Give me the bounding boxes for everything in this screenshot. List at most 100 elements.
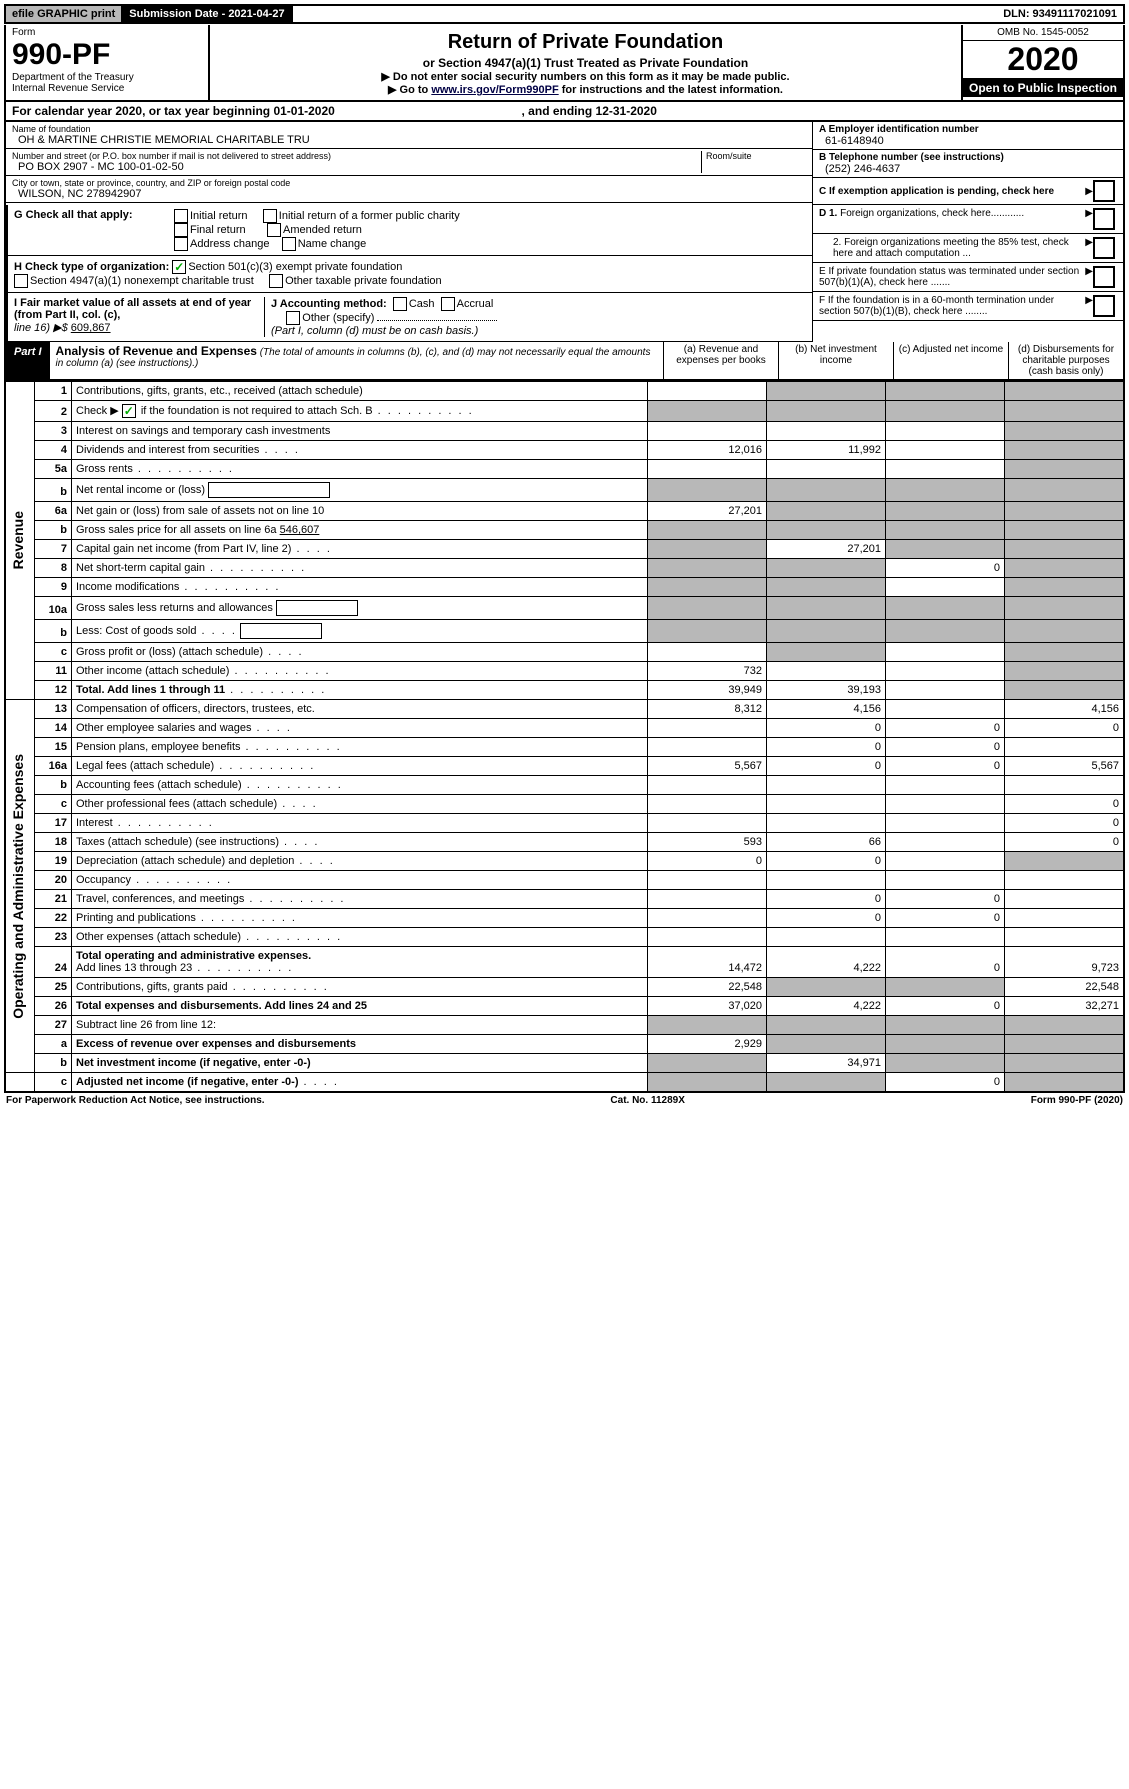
table-row: 14Other employee salaries and wages000 [5,719,1124,738]
ein-value: 61-6148940 [819,135,1117,147]
instruct-1: ▶ Do not enter social security numbers o… [214,70,957,83]
revenue-label: Revenue [10,511,26,569]
instruct-2b: for instructions and the latest informat… [562,84,783,96]
foundation-addr: PO BOX 2907 - MC 100-01-02-50 [12,161,701,173]
col-a: (a) Revenue and expenses per books [663,342,778,379]
table-row: bGross sales price for all assets on lin… [5,521,1124,540]
tax-year: 2020 [963,41,1123,79]
d2: 2. Foreign organizations meeting the 85%… [819,237,1085,259]
table-row: bNet rental income or (loss) [5,479,1124,502]
table-row: 11Other income (attach schedule)732 [5,662,1124,681]
i-label: I Fair market value of all assets at end… [14,297,251,321]
phone-value: (252) 246-4637 [819,163,1117,175]
top-bar: efile GRAPHIC print Submission Date - 20… [4,4,1125,24]
efile-label: efile GRAPHIC print [6,6,123,22]
table-row: 5aGross rents [5,460,1124,479]
dln: DLN: 93491117021091 [997,6,1123,22]
cb-sch-b[interactable]: ✓ [122,404,136,418]
cb-other-tax[interactable] [269,274,283,288]
phone-label: B Telephone number (see instructions) [819,152,1117,163]
g-label: G Check all that apply: [14,209,174,221]
open-public: Open to Public Inspection [963,79,1123,97]
foundation-info: Name of foundation OH & MARTINE CHRISTIE… [4,122,1125,205]
form-link[interactable]: www.irs.gov/Form990PF [431,84,558,96]
table-row: 3Interest on savings and temporary cash … [5,422,1124,441]
city-label: City or town, state or province, country… [12,178,806,188]
table-row: 23Other expenses (attach schedule) [5,928,1124,947]
table-row: 21Travel, conferences, and meetings00 [5,890,1124,909]
table-row: aExcess of revenue over expenses and dis… [5,1035,1124,1054]
cb-f[interactable] [1093,295,1115,317]
cb-name[interactable] [282,237,296,251]
footer-right: Form 990-PF (2020) [1031,1095,1123,1106]
table-row: 17Interest0 [5,814,1124,833]
cb-d1[interactable] [1093,208,1115,230]
cb-501c3[interactable]: ✓ [172,260,186,274]
cb-accrual[interactable] [441,297,455,311]
form-label: Form [12,27,202,38]
foundation-name: OH & MARTINE CHRISTIE MEMORIAL CHARITABL… [12,134,806,146]
table-row: bNet investment income (if negative, ent… [5,1054,1124,1073]
cb-d2[interactable] [1093,237,1115,259]
table-row: cGross profit or (loss) (attach schedule… [5,643,1124,662]
cb-amended[interactable] [267,223,281,237]
ein-label: A Employer identification number [819,124,1117,135]
cb-other-acct[interactable] [286,311,300,325]
submission-date: Submission Date - 2021-04-27 [123,6,292,22]
table-row: 2Check ▶ ✓ if the foundation is not requ… [5,401,1124,422]
footer-left: For Paperwork Reduction Act Notice, see … [6,1095,265,1106]
title: Return of Private Foundation [214,31,957,54]
col-b: (b) Net investment income [778,342,893,379]
table-row: 18Taxes (attach schedule) (see instructi… [5,833,1124,852]
table-row: 15Pension plans, employee benefits00 [5,738,1124,757]
room-label: Room/suite [706,151,806,161]
table-row: 9Income modifications [5,578,1124,597]
table-row: 4Dividends and interest from securities1… [5,441,1124,460]
cb-e[interactable] [1093,266,1115,288]
table-row: Revenue 1Contributions, gifts, grants, e… [5,382,1124,401]
table-row: 22Printing and publications00 [5,909,1124,928]
f-label: F If the foundation is in a 60-month ter… [819,295,1085,317]
irs: Internal Revenue Service [12,83,202,94]
table-row: bLess: Cost of goods sold [5,620,1124,643]
part1-title: Analysis of Revenue and Expenses [56,344,257,358]
col-c: (c) Adjusted net income [893,342,1008,379]
table-row: 24Total operating and administrative exp… [5,947,1124,978]
footer: For Paperwork Reduction Act Notice, see … [4,1093,1125,1108]
foundation-city: WILSON, NC 278942907 [12,188,806,200]
cb-initial-former[interactable] [263,209,277,223]
table-row: 25Contributions, gifts, grants paid22,54… [5,978,1124,997]
e-label: E If private foundation status was termi… [819,266,1085,288]
part1-header: Part I Analysis of Revenue and Expenses … [4,342,1125,381]
table-row: Operating and Administrative Expenses 13… [5,700,1124,719]
omb: OMB No. 1545-0052 [963,25,1123,41]
addr-label: Number and street (or P.O. box number if… [12,151,701,161]
h-label: H Check type of organization: [14,261,169,273]
j-note: (Part I, column (d) must be on cash basi… [271,325,478,337]
col-d: (d) Disbursements for charitable purpose… [1008,342,1123,379]
cb-final[interactable] [174,223,188,237]
table-row: 26Total expenses and disbursements. Add … [5,997,1124,1016]
checkbox-c[interactable] [1093,180,1115,202]
table-row: 8Net short-term capital gain0 [5,559,1124,578]
cb-4947[interactable] [14,274,28,288]
table-row: 16aLegal fees (attach schedule)5,567005,… [5,757,1124,776]
table-row: bAccounting fees (attach schedule) [5,776,1124,795]
dept: Department of the Treasury [12,72,202,83]
expenses-label: Operating and Administrative Expenses [10,754,26,1019]
table-row: cOther professional fees (attach schedul… [5,795,1124,814]
table-row: 7Capital gain net income (from Part IV, … [5,540,1124,559]
cb-cash[interactable] [393,297,407,311]
main-table: Revenue 1Contributions, gifts, grants, e… [4,381,1125,1093]
cb-initial[interactable] [174,209,188,223]
table-row: 10aGross sales less returns and allowanc… [5,597,1124,620]
table-row: 19Depreciation (attach schedule) and dep… [5,852,1124,871]
fmv-value: 609,867 [71,322,111,334]
cb-address[interactable] [174,237,188,251]
table-row: cAdjusted net income (if negative, enter… [5,1073,1124,1093]
j-label: J Accounting method: [271,298,387,310]
c-label: C If exemption application is pending, c… [819,186,1085,197]
table-row: 20Occupancy [5,871,1124,890]
table-row: 27Subtract line 26 from line 12: [5,1016,1124,1035]
subtitle: or Section 4947(a)(1) Trust Treated as P… [214,56,957,70]
